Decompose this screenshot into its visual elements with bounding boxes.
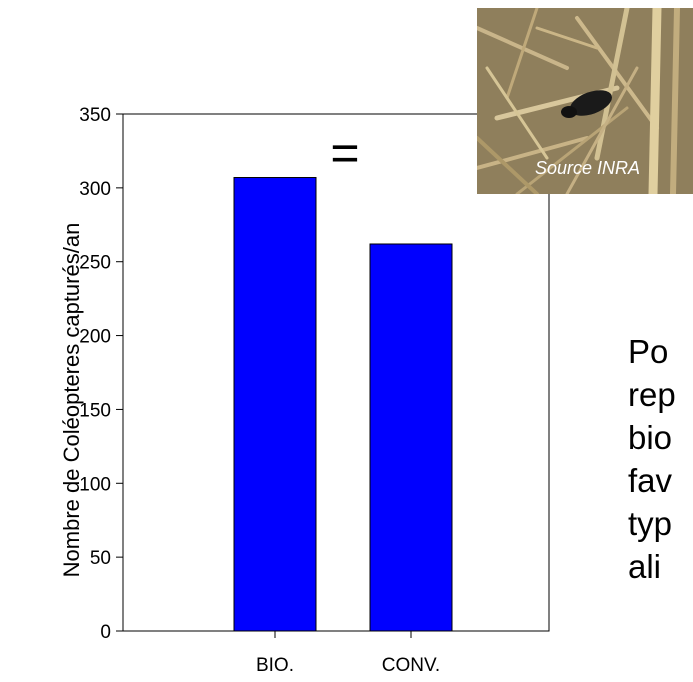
side-text-line: rep [628, 376, 676, 413]
beetle-photo: Source INRA [477, 8, 693, 194]
y-tick-label: 250 [79, 253, 111, 274]
x-axis: BIO. CONV. [256, 631, 440, 676]
side-text-line: ali [628, 548, 662, 585]
bar-conv [369, 243, 453, 632]
y-tick-label: 350 [79, 105, 111, 126]
side-text-line: bio [628, 419, 673, 456]
side-text-line: typ [628, 505, 673, 542]
side-text-line: Po [628, 333, 669, 370]
plot-frame [122, 113, 550, 632]
y-tick-label: 0 [100, 622, 111, 643]
y-tick-label: 100 [79, 474, 111, 495]
side-text: Po rep bio fav typ ali [628, 330, 676, 588]
y-tick-label: 150 [79, 400, 111, 421]
x-tick-label: BIO. [256, 655, 294, 676]
y-tick-label: 300 [79, 179, 111, 200]
y-tick-label: 50 [90, 548, 111, 569]
bars [233, 177, 453, 632]
side-text-line: fav [628, 462, 673, 499]
bar-bio [233, 177, 317, 632]
y-tick-label: 200 [79, 327, 111, 348]
y-axis-label: Nombre de Coléopteres capturés/an [59, 223, 84, 578]
equal-sign-annotation: = [330, 125, 359, 181]
photo-caption: Source INRA [535, 158, 641, 178]
y-axis: 0 50 100 150 200 250 300 350 [79, 105, 550, 643]
x-tick-label: CONV. [382, 655, 440, 676]
